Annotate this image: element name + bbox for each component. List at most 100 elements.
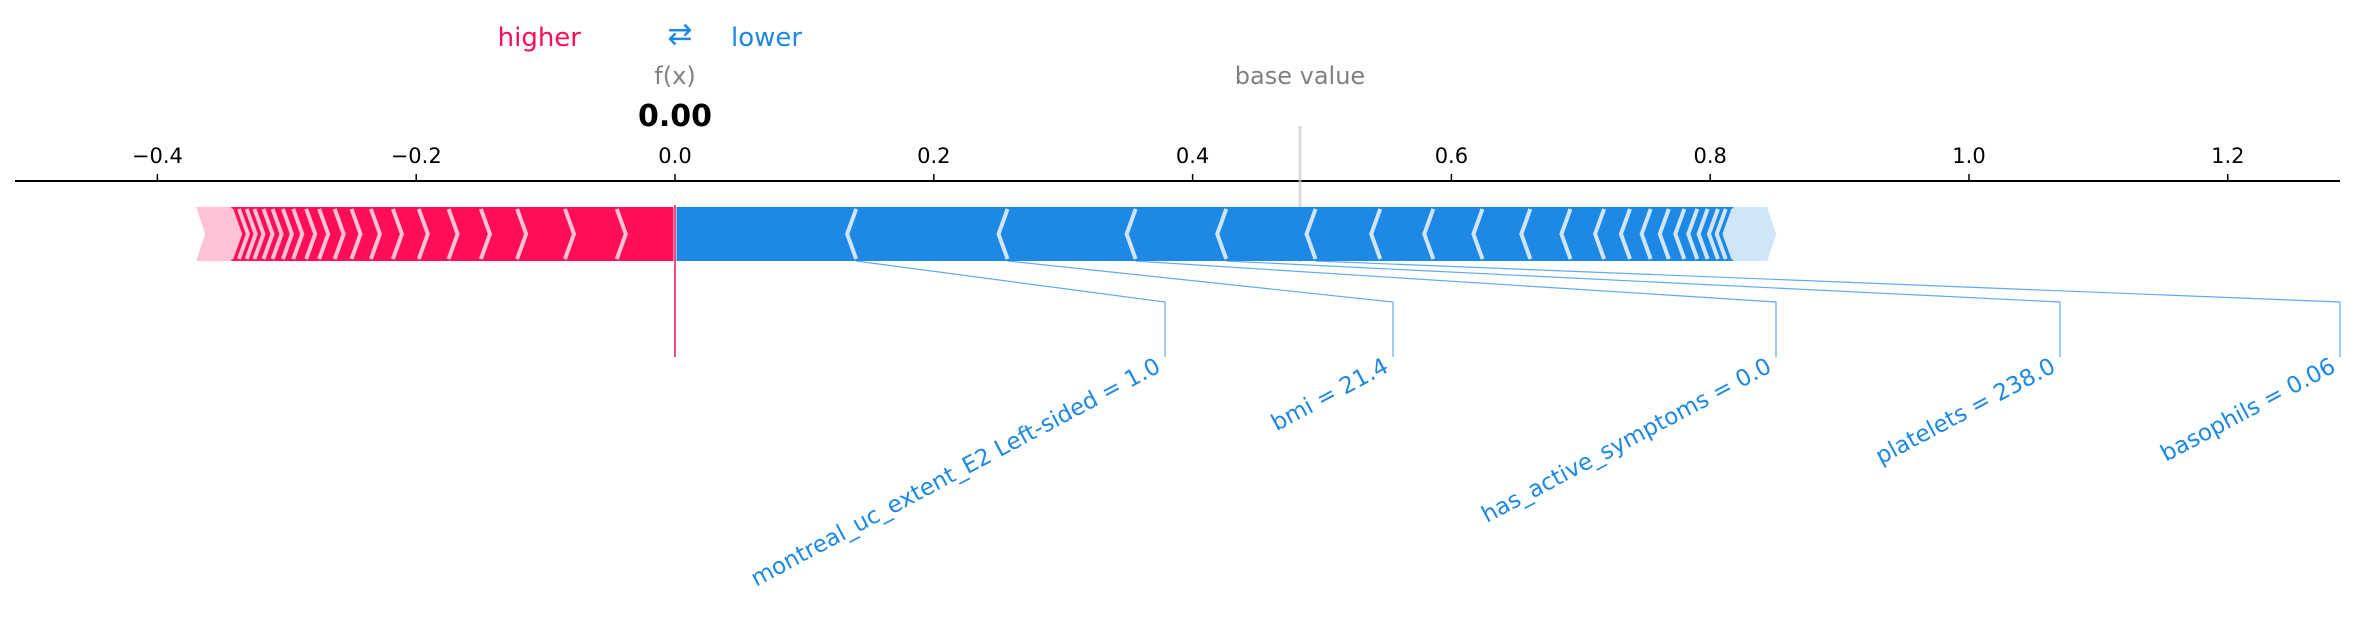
negative-bar-segment — [1126, 207, 1227, 261]
positive-bar-segment — [418, 207, 458, 261]
x-tick-label: 0.4 — [1176, 144, 1209, 168]
positive-bar-segment — [565, 207, 626, 261]
feature-label: basophils = 0.06 — [2156, 353, 2339, 467]
positive-bar-separator — [416, 208, 430, 260]
negative-bar-segment — [998, 207, 1136, 261]
base-value-label: base value — [1235, 62, 1365, 90]
positive-bar-segment — [370, 207, 402, 261]
positive-bar-separator — [479, 208, 493, 260]
positive-bar-separator — [270, 208, 284, 260]
positive-bar-separator — [369, 208, 383, 260]
negative-bar-segment — [1716, 207, 1734, 261]
positive-bar-segment — [231, 207, 248, 261]
negative-bar-segment — [1521, 207, 1571, 261]
positive-bar-segment — [448, 207, 490, 261]
negative-bar-separator — [1592, 208, 1606, 260]
negative-bar-separator — [1215, 208, 1229, 260]
negative-bar-separator — [1714, 208, 1728, 260]
negative-bar-separator — [1422, 208, 1436, 260]
feature-connector — [856, 260, 1166, 357]
negative-bar-segment — [1620, 207, 1651, 261]
legend-higher-label: higher — [498, 23, 582, 53]
feature-label: has_active_symptoms = 0.0 — [1477, 353, 1775, 528]
positive-bar-separator — [252, 208, 266, 260]
feature-connector — [1007, 260, 1394, 357]
negative-bar-segment — [1371, 207, 1434, 261]
negative-bar-separator — [996, 208, 1010, 260]
positive-bar-segment — [517, 207, 575, 261]
negative-bar-segment — [1561, 207, 1605, 261]
positive-bar-segment — [480, 207, 527, 261]
positive-bar-separator — [244, 208, 258, 260]
negative-bar-separator — [1722, 208, 1736, 260]
positive-bar-separator — [229, 208, 243, 260]
positive-bar-tail — [196, 207, 241, 261]
positive-bar-separator — [304, 208, 318, 260]
negative-bar-segment — [675, 207, 857, 261]
negative-bar-separator — [1618, 208, 1632, 260]
negative-bar-tail — [1724, 207, 1777, 261]
feature-connector — [1226, 260, 2061, 357]
fx-label: f(x) — [654, 62, 695, 90]
positive-bar-separator — [317, 208, 331, 260]
negative-bar-separator — [1124, 208, 1138, 260]
positive-bar-separator — [446, 208, 460, 260]
positive-bar-separator — [291, 208, 305, 260]
positive-bar-segment — [238, 207, 256, 261]
x-tick-label: 0.2 — [917, 144, 950, 168]
negative-bar-separator — [1686, 208, 1700, 260]
positive-bar-separator — [349, 208, 363, 260]
feature-label: bmi = 21.4 — [1267, 353, 1393, 436]
x-tick-label: 0.0 — [658, 144, 691, 168]
fx-value: 0.00 — [638, 99, 712, 134]
x-tick-label: 1.0 — [1952, 144, 1985, 168]
negative-bar-separator — [1696, 208, 1710, 260]
feature-label: montreal_uc_extent_E2 Left-sided = 1.0 — [747, 353, 1165, 592]
positive-bar-separator — [261, 208, 275, 260]
negative-bar-separator — [845, 208, 859, 260]
positive-bar-separator — [332, 208, 346, 260]
x-axis-ticks: −0.4 −0.2 0.0 0.2 0.4 0.6 0.8 1.0 1.2 — [132, 144, 2245, 181]
negative-bar-segment — [1306, 207, 1381, 261]
x-tick-label: −0.2 — [391, 144, 442, 168]
positive-bar-separator — [281, 208, 295, 260]
feature-connectors — [856, 260, 2341, 357]
negative-bar-segment — [1217, 207, 1316, 261]
feature-connector — [1315, 260, 2341, 357]
negative-bar-separator — [1369, 208, 1383, 260]
x-tick-label: −0.4 — [132, 144, 183, 168]
feature-labels: montreal_uc_extent_E2 Left-sided = 1.0 bm… — [747, 353, 2340, 592]
negative-bar-segment — [1424, 207, 1483, 261]
negative-bar-separator — [1639, 208, 1653, 260]
positive-bar-segment — [246, 207, 264, 261]
negative-bar-segment — [1595, 207, 1630, 261]
positive-bar-separator — [391, 208, 405, 260]
negative-bar-segment — [1473, 207, 1531, 261]
positive-bar-separator — [563, 208, 577, 260]
x-tick-label: 1.2 — [2211, 144, 2244, 168]
negative-bar-segment — [1708, 207, 1726, 261]
feature-connector — [1135, 260, 1777, 357]
positive-bar-segment — [392, 207, 428, 261]
negative-bar-segment — [847, 207, 1008, 261]
x-tick-label: 0.8 — [1693, 144, 1726, 168]
legend-lower-label: lower — [731, 23, 802, 53]
negative-bar-separator — [1657, 208, 1671, 260]
positive-bar-separator — [237, 208, 251, 260]
positive-bar-separator — [515, 208, 529, 260]
negative-bar-separator — [1673, 208, 1687, 260]
legend-arrows-icon: ⇄ — [667, 17, 692, 52]
negative-bar-separator — [1519, 208, 1533, 260]
force-bars — [196, 207, 1777, 261]
positive-bar-separator — [614, 208, 628, 260]
positive-bar-segment — [616, 207, 675, 261]
negative-bar-separator — [1304, 208, 1318, 260]
negative-bar-separator — [1706, 208, 1720, 260]
feature-label: platelets = 238.0 — [1871, 353, 2059, 470]
x-tick-label: 0.6 — [1435, 144, 1468, 168]
negative-bar-separator — [1471, 208, 1485, 260]
positive-bar-segment — [351, 207, 380, 261]
negative-bar-separator — [1559, 208, 1573, 260]
